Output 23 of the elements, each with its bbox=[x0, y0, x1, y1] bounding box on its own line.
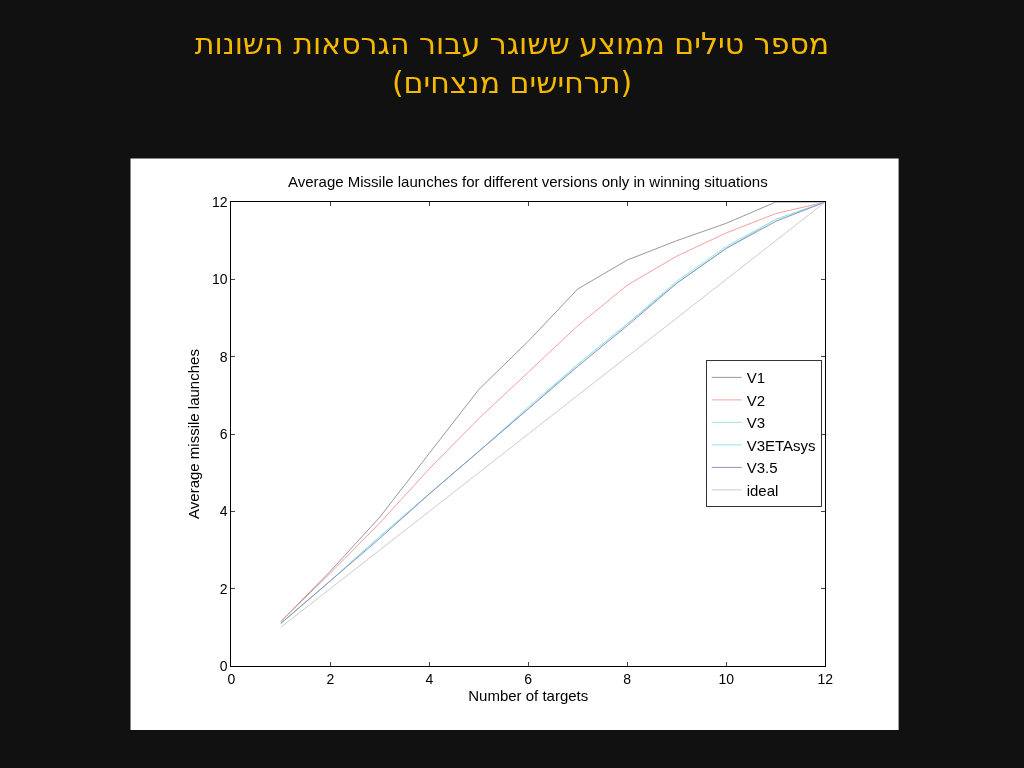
legend-label: V3.5 bbox=[746, 459, 778, 477]
y-tick-label: 2 bbox=[219, 580, 228, 597]
x-tick-label: 6 bbox=[524, 670, 533, 687]
y-tick-label: 4 bbox=[219, 503, 228, 520]
y-axis-title: Average missile launches bbox=[185, 349, 203, 519]
x-axis-title: Number of targets bbox=[468, 686, 589, 704]
chart-title: מספר טילים ממוצע ששוגר עבור הגרסאות השונות (תרחישים מנצחים) bbox=[194, 25, 830, 100]
legend-label: ideal bbox=[746, 481, 779, 499]
legend-label: V3 bbox=[746, 414, 766, 432]
x-tick-label: 8 bbox=[623, 670, 632, 687]
legend-label: V1 bbox=[746, 369, 766, 387]
y-tick-label: 6 bbox=[219, 425, 228, 442]
y-tick-label: 8 bbox=[219, 348, 228, 365]
x-tick-label: 4 bbox=[425, 670, 434, 687]
x-tick-label: 2 bbox=[326, 670, 335, 687]
y-tick-label: 12 bbox=[211, 193, 228, 210]
x-tick-label: 10 bbox=[718, 670, 735, 687]
y-tick-label: 10 bbox=[211, 271, 228, 288]
y-tick-label: 0 bbox=[219, 657, 228, 674]
x-tick-label: 12 bbox=[817, 670, 834, 687]
legend-label: V3ETAsys bbox=[746, 436, 816, 454]
chart-subtitle: Average Missile launches for different versions only in winning situations bbox=[288, 173, 768, 190]
legend-label: V2 bbox=[746, 391, 766, 409]
